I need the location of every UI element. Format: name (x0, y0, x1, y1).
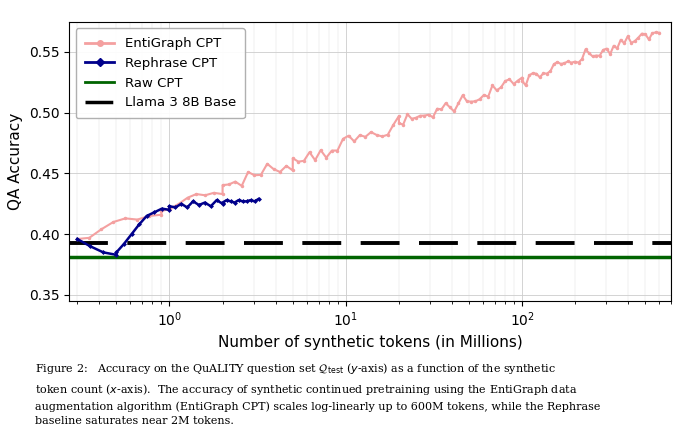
Text: Figure 2:   Accuracy on the QuALITY question set $\mathcal{Q}_{\mathrm{test}}$ (: Figure 2: Accuracy on the QuALITY questi… (35, 361, 600, 426)
Legend: EntiGraph CPT, Rephrase CPT, Raw CPT, Llama 3 8B Base: EntiGraph CPT, Rephrase CPT, Raw CPT, Ll… (76, 28, 245, 118)
X-axis label: Number of synthetic tokens (in Millions): Number of synthetic tokens (in Millions) (218, 335, 522, 350)
Y-axis label: QA Accuracy: QA Accuracy (8, 113, 24, 210)
